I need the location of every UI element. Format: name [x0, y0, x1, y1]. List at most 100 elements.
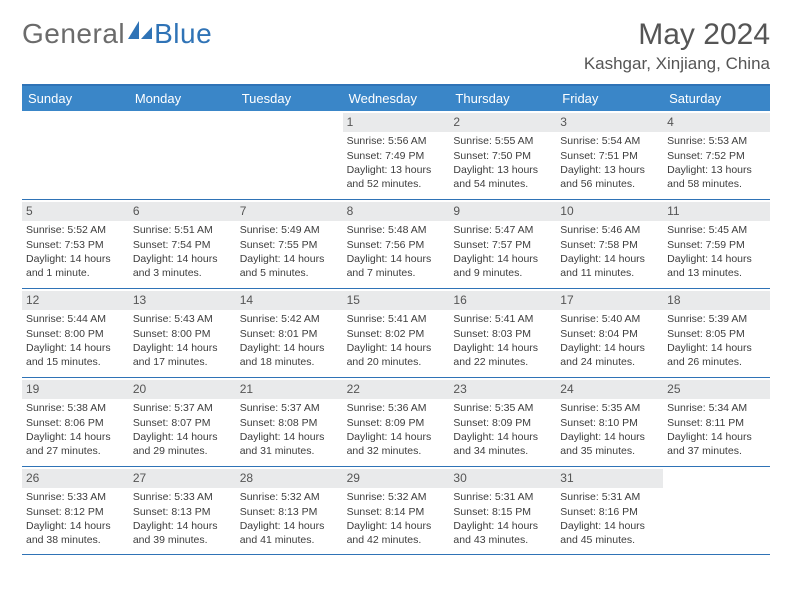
daylight-text: Daylight: 14 hours and 29 minutes.: [133, 431, 232, 458]
weekday-header: Tuesday: [236, 86, 343, 111]
day-cell: 8 Sunrise: 5:48 AM Sunset: 7:56 PMDaylight…: [343, 200, 450, 288]
sunrise-text: Sunrise: 5:32 AM: [347, 491, 446, 504]
sunset-text: Sunset: 8:15 PM: [453, 506, 552, 519]
weekday-header: Friday: [556, 86, 663, 111]
week-row: 26Sunrise: 5:33 AMSunset: 8:12 PMDayligh…: [22, 467, 770, 555]
sunrise-text: Sunrise: 5:51 AM: [133, 224, 232, 237]
day-cell: 22Sunrise: 5:36 AMSunset: 8:09 PMDayligh…: [343, 378, 450, 466]
daylight-text: Daylight: 14 hours and 26 minutes.: [667, 342, 766, 369]
day-number: 12: [22, 291, 129, 310]
daylight-text: Daylight: 13 hours and 52 minutes.: [347, 164, 446, 191]
sunset-text: Sunset: 8:13 PM: [240, 506, 339, 519]
sunrise-text: Sunrise: 5:32 AM: [240, 491, 339, 504]
sunrise-text: Sunrise: 5:40 AM: [560, 313, 659, 326]
day-cell: 18Sunrise: 5:39 AMSunset: 8:05 PMDayligh…: [663, 289, 770, 377]
day-cell: 14Sunrise: 5:42 AMSunset: 8:01 PMDayligh…: [236, 289, 343, 377]
day-number: 2: [449, 113, 556, 132]
day-number: 30: [449, 469, 556, 488]
sunset-text: Sunset: 7:50 PM: [453, 150, 552, 163]
daylight-text: Daylight: 14 hours and 7 minutes.: [347, 253, 446, 280]
sunrise-text: Sunrise: 5:43 AM: [133, 313, 232, 326]
sunrise-text: Sunrise: 5:49 AM: [240, 224, 339, 237]
day-cell: 4Sunrise: 5:53 AMSunset: 7:52 PMDaylight…: [663, 111, 770, 199]
daylight-text: Daylight: 14 hours and 1 minute.: [26, 253, 125, 280]
weeks-container: 1Sunrise: 5:56 AMSunset: 7:49 PMDaylight…: [22, 111, 770, 555]
daylight-text: Daylight: 14 hours and 17 minutes.: [133, 342, 232, 369]
sunrise-text: Sunrise: 5:48 AM: [347, 224, 446, 237]
sunset-text: Sunset: 8:11 PM: [667, 417, 766, 430]
day-cell: 1Sunrise: 5:56 AMSunset: 7:49 PMDaylight…: [343, 111, 450, 199]
week-row: 19Sunrise: 5:38 AMSunset: 8:06 PMDayligh…: [22, 378, 770, 467]
day-number: 14: [236, 291, 343, 310]
daylight-text: Daylight: 14 hours and 34 minutes.: [453, 431, 552, 458]
sunset-text: Sunset: 8:14 PM: [347, 506, 446, 519]
sunrise-text: Sunrise: 5:53 AM: [667, 135, 766, 148]
day-number: 1: [343, 113, 450, 132]
sunset-text: Sunset: 7:55 PM: [240, 239, 339, 252]
sunrise-text: Sunrise: 5:35 AM: [453, 402, 552, 415]
sunrise-text: Sunrise: 5:41 AM: [453, 313, 552, 326]
day-cell: 20Sunrise: 5:37 AMSunset: 8:07 PMDayligh…: [129, 378, 236, 466]
day-cell: 30Sunrise: 5:31 AMSunset: 8:15 PMDayligh…: [449, 467, 556, 554]
sunrise-text: Sunrise: 5:36 AM: [347, 402, 446, 415]
sunset-text: Sunset: 8:10 PM: [560, 417, 659, 430]
daylight-text: Daylight: 14 hours and 13 minutes.: [667, 253, 766, 280]
week-row: 1Sunrise: 5:56 AMSunset: 7:49 PMDaylight…: [22, 111, 770, 200]
day-number: 11: [663, 202, 770, 221]
sunrise-text: Sunrise: 5:46 AM: [560, 224, 659, 237]
day-cell: 11Sunrise: 5:45 AMSunset: 7:59 PMDayligh…: [663, 200, 770, 288]
sunset-text: Sunset: 8:12 PM: [26, 506, 125, 519]
sunrise-text: Sunrise: 5:37 AM: [240, 402, 339, 415]
day-number: 20: [129, 380, 236, 399]
day-number: 8: [343, 202, 450, 221]
day-number: 3: [556, 113, 663, 132]
daylight-text: Daylight: 13 hours and 58 minutes.: [667, 164, 766, 191]
day-cell: 26Sunrise: 5:33 AMSunset: 8:12 PMDayligh…: [22, 467, 129, 554]
day-cell: 6Sunrise: 5:51 AMSunset: 7:54 PMDaylight…: [129, 200, 236, 288]
sunset-text: Sunset: 8:01 PM: [240, 328, 339, 341]
sunrise-text: Sunrise: 5:33 AM: [26, 491, 125, 504]
sunset-text: Sunset: 7:56 PM: [347, 239, 446, 252]
daylight-text: Daylight: 14 hours and 32 minutes.: [347, 431, 446, 458]
day-number: 5: [22, 202, 129, 221]
day-cell: 3Sunrise: 5:54 AMSunset: 7:51 PMDaylight…: [556, 111, 663, 199]
sunrise-text: Sunrise: 5:41 AM: [347, 313, 446, 326]
day-cell: 21Sunrise: 5:37 AMSunset: 8:08 PMDayligh…: [236, 378, 343, 466]
day-cell: [129, 111, 236, 199]
day-cell: 24Sunrise: 5:35 AMSunset: 8:10 PMDayligh…: [556, 378, 663, 466]
day-cell: 13Sunrise: 5:43 AMSunset: 8:00 PMDayligh…: [129, 289, 236, 377]
day-cell: 9Sunrise: 5:47 AMSunset: 7:57 PMDaylight…: [449, 200, 556, 288]
daylight-text: Daylight: 14 hours and 43 minutes.: [453, 520, 552, 547]
daylight-text: Daylight: 14 hours and 5 minutes.: [240, 253, 339, 280]
sunrise-text: Sunrise: 5:42 AM: [240, 313, 339, 326]
sunrise-text: Sunrise: 5:52 AM: [26, 224, 125, 237]
day-number: 21: [236, 380, 343, 399]
day-number: 29: [343, 469, 450, 488]
day-cell: [663, 467, 770, 554]
sunset-text: Sunset: 8:00 PM: [133, 328, 232, 341]
logo-word1: General: [22, 18, 125, 50]
sunset-text: Sunset: 8:05 PM: [667, 328, 766, 341]
daylight-text: Daylight: 14 hours and 11 minutes.: [560, 253, 659, 280]
sunrise-text: Sunrise: 5:35 AM: [560, 402, 659, 415]
day-cell: 2Sunrise: 5:55 AMSunset: 7:50 PMDaylight…: [449, 111, 556, 199]
sunset-text: Sunset: 8:08 PM: [240, 417, 339, 430]
daylight-text: Daylight: 14 hours and 15 minutes.: [26, 342, 125, 369]
sunset-text: Sunset: 8:06 PM: [26, 417, 125, 430]
weekday-header: Wednesday: [343, 86, 450, 111]
sunrise-text: Sunrise: 5:54 AM: [560, 135, 659, 148]
daylight-text: Daylight: 14 hours and 41 minutes.: [240, 520, 339, 547]
sunrise-text: Sunrise: 5:45 AM: [667, 224, 766, 237]
week-row: 5Sunrise: 5:52 AMSunset: 7:53 PMDaylight…: [22, 200, 770, 289]
sunrise-text: Sunrise: 5:44 AM: [26, 313, 125, 326]
sunset-text: Sunset: 8:09 PM: [453, 417, 552, 430]
sunset-text: Sunset: 7:51 PM: [560, 150, 659, 163]
daylight-text: Daylight: 14 hours and 20 minutes.: [347, 342, 446, 369]
day-number: 27: [129, 469, 236, 488]
page-title: May 2024: [584, 18, 770, 52]
day-number: 31: [556, 469, 663, 488]
title-block: May 2024 Kashgar, Xinjiang, China: [584, 18, 770, 74]
day-number: 15: [343, 291, 450, 310]
day-cell: 28Sunrise: 5:32 AMSunset: 8:13 PMDayligh…: [236, 467, 343, 554]
calendar: Sunday Monday Tuesday Wednesday Thursday…: [22, 84, 770, 555]
